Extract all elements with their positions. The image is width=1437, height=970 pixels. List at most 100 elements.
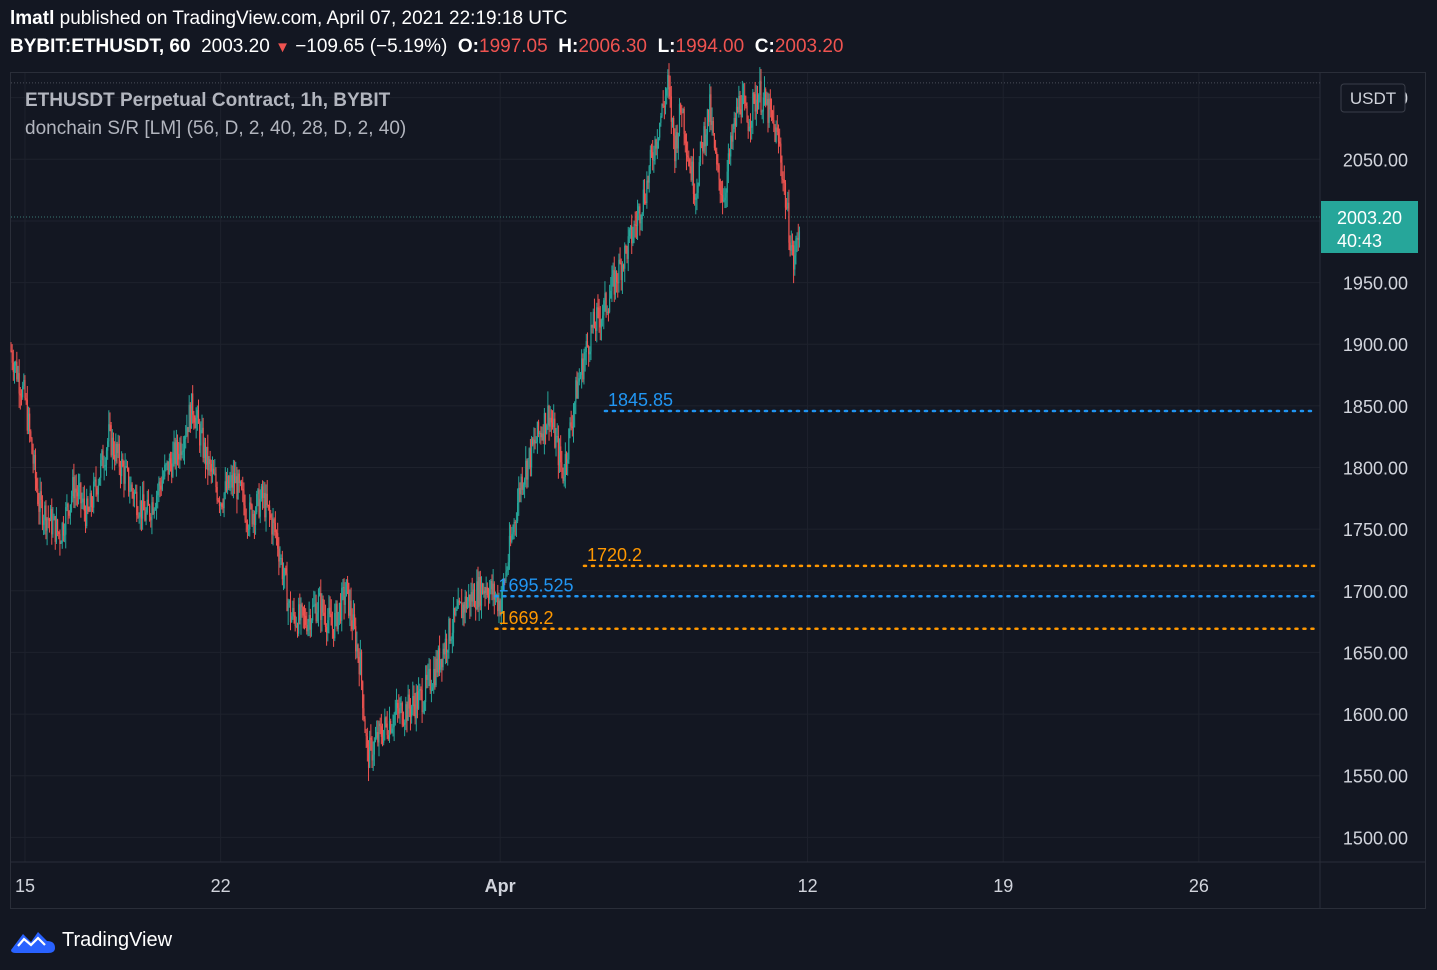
candle: [725, 188, 727, 209]
candle: [438, 635, 441, 677]
candle: [309, 608, 311, 638]
candle: [768, 93, 770, 128]
candle: [332, 628, 335, 647]
candle: [133, 489, 136, 508]
candle: [685, 133, 688, 171]
candle: [124, 453, 126, 491]
candle: [263, 481, 265, 509]
candle: [666, 87, 668, 105]
candle-body: [797, 237, 799, 240]
candle-body: [773, 120, 775, 125]
candle-body: [25, 398, 27, 400]
candle-body: [463, 604, 465, 613]
candle: [753, 91, 755, 104]
candle-body: [364, 719, 366, 733]
candle-body: [310, 620, 313, 630]
candle-body: [633, 224, 635, 237]
candle: [473, 583, 476, 608]
candle: [176, 434, 179, 466]
candle: [783, 165, 785, 195]
candle: [18, 359, 20, 408]
publish-info: lmatl published on TradingView.com, Apri…: [10, 8, 567, 30]
author-name[interactable]: lmatl: [10, 8, 55, 29]
candle: [688, 150, 690, 167]
candle: [25, 392, 27, 405]
candle-body: [391, 728, 393, 733]
candle-body: [16, 361, 18, 380]
candle-body: [543, 413, 545, 441]
candle: [752, 88, 754, 135]
candle: [726, 159, 728, 208]
candle: [253, 510, 255, 540]
candle: [200, 421, 202, 457]
candle-body: [615, 271, 618, 283]
candle-body: [146, 499, 148, 513]
candle-body: [273, 519, 275, 524]
candle-body: [534, 439, 536, 444]
candle: [780, 137, 782, 177]
candle-body: [204, 442, 207, 465]
candle-body: [173, 442, 175, 453]
candle: [279, 546, 281, 568]
candle: [299, 593, 301, 625]
candle: [394, 699, 396, 726]
candle-body: [238, 473, 240, 483]
candle: [328, 595, 330, 634]
candle: [518, 476, 520, 516]
candle-body: [598, 307, 600, 319]
candle: [144, 501, 146, 522]
candle-body: [298, 604, 300, 634]
candle-body: [235, 476, 237, 484]
candle-body: [45, 505, 47, 531]
candle: [282, 562, 285, 591]
candle-body: [73, 477, 75, 499]
candle: [622, 263, 625, 272]
candle-body: [689, 166, 691, 168]
candle-body: [266, 493, 268, 505]
candle-body: [214, 473, 216, 475]
candle-body: [549, 417, 551, 427]
indicator-legend[interactable]: donchain S/R [LM] (56, D, 2, 40, 28, D, …: [25, 118, 407, 139]
candle: [256, 490, 258, 515]
candle: [654, 136, 656, 165]
candle-body: [110, 425, 112, 456]
candle-body: [98, 477, 101, 485]
candle-body: [585, 341, 587, 352]
candle-body: [225, 481, 228, 491]
candle: [231, 465, 233, 497]
candle: [217, 497, 219, 503]
candle: [687, 141, 689, 162]
candle: [86, 488, 88, 529]
candle: [542, 424, 544, 445]
candle-body: [229, 481, 231, 489]
chart-frame: [10, 72, 1426, 909]
candle-body: [222, 507, 224, 509]
candle: [48, 517, 51, 533]
candle-body: [119, 466, 122, 477]
candle: [204, 437, 207, 479]
candles: [10, 63, 801, 782]
candle: [401, 701, 403, 728]
candle: [472, 583, 474, 607]
candle-body: [667, 75, 669, 90]
candle: [74, 475, 76, 509]
candle-body: [388, 721, 391, 739]
candle: [386, 711, 388, 740]
candle-body: [328, 607, 330, 621]
candle-body: [480, 583, 483, 606]
candle: [749, 113, 752, 143]
candle-body: [525, 460, 527, 480]
candle: [659, 122, 661, 141]
candle: [10, 342, 12, 353]
candle-body: [218, 500, 221, 506]
candle: [721, 180, 724, 215]
candle: [77, 473, 80, 505]
candle-body: [528, 448, 530, 459]
candle-body: [695, 197, 697, 200]
candle: [80, 482, 82, 518]
price-tick-label: 1550.00: [1343, 767, 1408, 787]
price-tick-label: 1900.00: [1343, 335, 1408, 355]
candle: [599, 306, 601, 341]
candle-body: [586, 341, 589, 347]
